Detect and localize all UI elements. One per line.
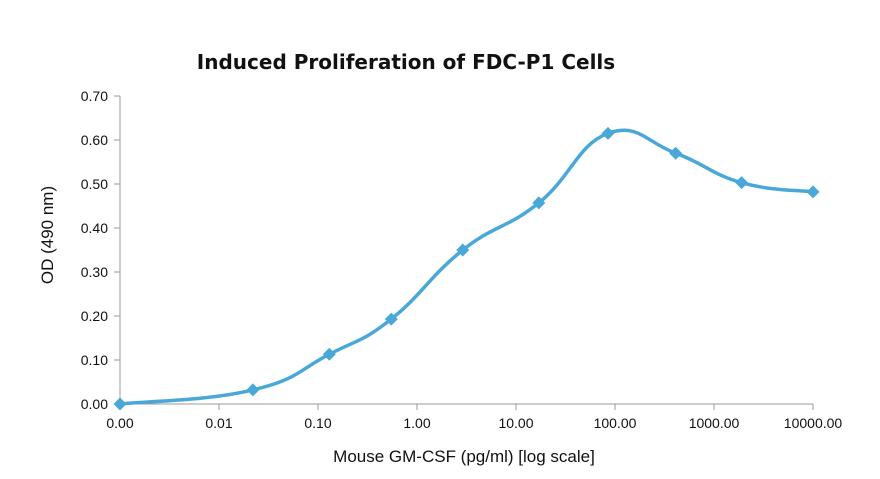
x-axis-label: Mouse GM-CSF (pg/ml) [log scale] [333, 447, 595, 466]
data-point-marker [456, 243, 470, 257]
y-tick-label: 0.40 [81, 220, 108, 236]
x-tick-label: 1000.00 [689, 415, 740, 431]
y-tick-label: 0.20 [81, 308, 108, 324]
data-point-marker [601, 126, 615, 140]
y-tick-label: 0.00 [81, 396, 108, 412]
data-point-marker [806, 185, 820, 199]
y-tick-label: 0.70 [81, 88, 108, 104]
y-axis-ticks: 0.00 0.10 0.20 0.30 0.40 0.50 0.60 0.70 [81, 88, 120, 412]
y-tick-label: 0.50 [81, 176, 108, 192]
x-tick-label: 1.00 [403, 415, 430, 431]
x-tick-label: 10.00 [498, 415, 533, 431]
data-point-marker [735, 176, 749, 190]
data-point-marker [246, 383, 260, 397]
y-tick-label: 0.60 [81, 132, 108, 148]
data-markers [113, 126, 820, 411]
y-tick-label: 0.10 [81, 352, 108, 368]
series-line [119, 128, 814, 406]
data-point-marker [532, 196, 546, 210]
x-tick-label: 10000.00 [784, 415, 843, 431]
chart-title: Induced Proliferation of FDC-P1 Cells [197, 50, 615, 74]
data-point-marker [384, 312, 398, 326]
data-point-marker [113, 397, 127, 411]
x-tick-label: 0.01 [205, 415, 232, 431]
x-tick-label: 0.00 [106, 415, 133, 431]
x-tick-label: 0.10 [304, 415, 331, 431]
y-axis-label: OD (490 nm) [38, 186, 57, 284]
x-axis-ticks: 0.00 0.01 0.10 1.00 10.00 100.00 1000.00 10000.… [106, 404, 842, 431]
data-point-marker [669, 146, 683, 160]
y-tick-label: 0.30 [81, 264, 108, 280]
x-tick-label: 100.00 [594, 415, 637, 431]
data-point-marker [322, 347, 336, 361]
